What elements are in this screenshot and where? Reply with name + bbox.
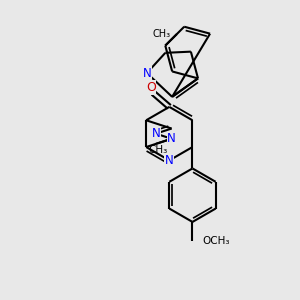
Text: N: N <box>142 67 151 80</box>
Text: N: N <box>167 132 176 145</box>
Text: CH₃: CH₃ <box>152 29 170 39</box>
Text: N: N <box>165 154 174 167</box>
Text: O: O <box>146 81 156 94</box>
Text: CH₃: CH₃ <box>148 146 167 155</box>
Text: N: N <box>152 127 160 140</box>
Text: OCH₃: OCH₃ <box>202 236 230 246</box>
